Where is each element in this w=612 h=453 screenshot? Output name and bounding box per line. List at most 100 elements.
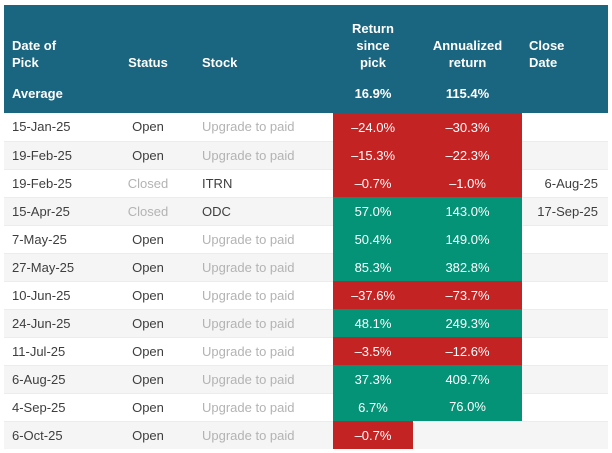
- table-row: 15-Apr-25 Closed ODC 57.0% 143.0% 17-Sep…: [4, 196, 608, 225]
- table-row: 19-Feb-25 Open Upgrade to paid –15.3% –2…: [4, 140, 608, 169]
- date-of-pick-cell: 15-Apr-25: [4, 196, 108, 225]
- return-since-pick-cell: –0.7%: [333, 169, 413, 197]
- table-row: 7-May-25 Open Upgrade to paid 50.4% 149.…: [4, 224, 608, 253]
- return-since-pick-cell: –0.7%: [333, 421, 413, 449]
- stock-cell: Upgrade to paid: [188, 280, 333, 309]
- col-header-return-since-pick: Return since pick: [333, 5, 413, 77]
- stock-cell: Upgrade to paid: [188, 113, 333, 141]
- status-cell: Open: [108, 140, 188, 169]
- average-stock-empty: [188, 77, 333, 113]
- stock-cell: Upgrade to paid: [188, 140, 333, 169]
- stock-cell: ITRN: [188, 168, 333, 197]
- status-cell: Open: [108, 392, 188, 421]
- table-row: 6-Oct-25 Open Upgrade to paid –0.7%: [4, 420, 608, 449]
- annualized-return-cell: 143.0%: [413, 197, 522, 225]
- return-since-pick-cell: –3.5%: [333, 337, 413, 365]
- close-date-cell: [522, 280, 608, 309]
- annualized-return-cell: –1.0%: [413, 169, 522, 197]
- close-date-cell: [522, 420, 608, 449]
- stock-cell: Upgrade to paid: [188, 420, 333, 449]
- annualized-return-cell: 149.0%: [413, 225, 522, 253]
- annualized-return-cell: –73.7%: [413, 281, 522, 309]
- average-return-since-pick: 16.9%: [333, 77, 413, 113]
- stock-cell: Upgrade to paid: [188, 392, 333, 421]
- status-cell: Open: [108, 113, 188, 141]
- return-since-pick-cell: –37.6%: [333, 281, 413, 309]
- close-date-cell: [522, 252, 608, 281]
- close-date-cell: [522, 336, 608, 365]
- stock-cell: Upgrade to paid: [188, 252, 333, 281]
- table-row: 15-Jan-25 Open Upgrade to paid –24.0% –3…: [4, 113, 608, 141]
- stock-cell: ODC: [188, 196, 333, 225]
- annualized-return-cell: –22.3%: [413, 141, 522, 169]
- average-annualized-return: 115.4%: [413, 77, 522, 113]
- date-of-pick-cell: 24-Jun-25: [4, 308, 108, 337]
- table-row: 11-Jul-25 Open Upgrade to paid –3.5% –12…: [4, 336, 608, 365]
- date-of-pick-cell: 11-Jul-25: [4, 336, 108, 365]
- status-cell: Open: [108, 308, 188, 337]
- status-cell: Closed: [108, 168, 188, 197]
- close-date-cell: [522, 364, 608, 393]
- average-status-empty: [108, 77, 188, 113]
- close-date-cell: 17-Sep-25: [522, 196, 608, 225]
- col-header-date-of-pick: Date of Pick: [4, 5, 108, 77]
- return-since-pick-cell: –24.0%: [333, 113, 413, 141]
- average-row: Average 16.9% 115.4%: [4, 77, 608, 113]
- table-row: 19-Feb-25 Closed ITRN –0.7% –1.0% 6-Aug-…: [4, 168, 608, 197]
- stock-picks-table: Date of Pick Status Stock Return since p…: [4, 5, 608, 449]
- table-row: 10-Jun-25 Open Upgrade to paid –37.6% –7…: [4, 280, 608, 309]
- date-of-pick-cell: 6-Aug-25: [4, 364, 108, 393]
- date-of-pick-cell: 15-Jan-25: [4, 113, 108, 141]
- date-of-pick-cell: 4-Sep-25: [4, 392, 108, 421]
- stock-cell: Upgrade to paid: [188, 308, 333, 337]
- close-date-cell: [522, 113, 608, 141]
- status-cell: Closed: [108, 196, 188, 225]
- stock-cell: Upgrade to paid: [188, 224, 333, 253]
- date-of-pick-cell: 7-May-25: [4, 224, 108, 253]
- date-of-pick-cell: 10-Jun-25: [4, 280, 108, 309]
- close-date-cell: [522, 308, 608, 337]
- annualized-return-cell: –12.6%: [413, 337, 522, 365]
- close-date-cell: [522, 140, 608, 169]
- average-label: Average: [4, 77, 108, 113]
- return-since-pick-cell: 85.3%: [333, 253, 413, 281]
- close-date-cell: [522, 224, 608, 253]
- col-header-close-date: Close Date: [522, 5, 608, 77]
- annualized-return-cell: [413, 420, 522, 449]
- status-cell: Open: [108, 224, 188, 253]
- table-row: 27-May-25 Open Upgrade to paid 85.3% 382…: [4, 252, 608, 281]
- return-since-pick-cell: –15.3%: [333, 141, 413, 169]
- close-date-cell: 6-Aug-25: [522, 168, 608, 197]
- status-cell: Open: [108, 336, 188, 365]
- table-header: Date of Pick Status Stock Return since p…: [4, 5, 608, 113]
- annualized-return-cell: 76.0%: [413, 393, 522, 421]
- return-since-pick-cell: 48.1%: [333, 309, 413, 337]
- date-of-pick-cell: 6-Oct-25: [4, 420, 108, 449]
- date-of-pick-cell: 19-Feb-25: [4, 140, 108, 169]
- status-cell: Open: [108, 364, 188, 393]
- status-cell: Open: [108, 420, 188, 449]
- col-header-annualized-return: Annualized return: [413, 5, 522, 77]
- col-header-stock: Stock: [188, 5, 333, 77]
- status-cell: Open: [108, 252, 188, 281]
- date-of-pick-cell: 19-Feb-25: [4, 168, 108, 197]
- header-row: Date of Pick Status Stock Return since p…: [4, 5, 608, 77]
- annualized-return-cell: –30.3%: [413, 113, 522, 141]
- table-row: 24-Jun-25 Open Upgrade to paid 48.1% 249…: [4, 308, 608, 337]
- stock-cell: Upgrade to paid: [188, 336, 333, 365]
- annualized-return-cell: 409.7%: [413, 365, 522, 393]
- annualized-return-cell: 249.3%: [413, 309, 522, 337]
- table-body: 15-Jan-25 Open Upgrade to paid –24.0% –3…: [4, 113, 608, 449]
- annualized-return-cell: 382.8%: [413, 253, 522, 281]
- return-since-pick-cell: 50.4%: [333, 225, 413, 253]
- status-cell: Open: [108, 280, 188, 309]
- stock-cell: Upgrade to paid: [188, 364, 333, 393]
- col-header-status: Status: [108, 5, 188, 77]
- return-since-pick-cell: 6.7%: [333, 393, 413, 421]
- table-row: 6-Aug-25 Open Upgrade to paid 37.3% 409.…: [4, 364, 608, 393]
- return-since-pick-cell: 57.0%: [333, 197, 413, 225]
- table-row: 4-Sep-25 Open Upgrade to paid 6.7% 76.0%: [4, 392, 608, 421]
- date-of-pick-cell: 27-May-25: [4, 252, 108, 281]
- close-date-cell: [522, 392, 608, 421]
